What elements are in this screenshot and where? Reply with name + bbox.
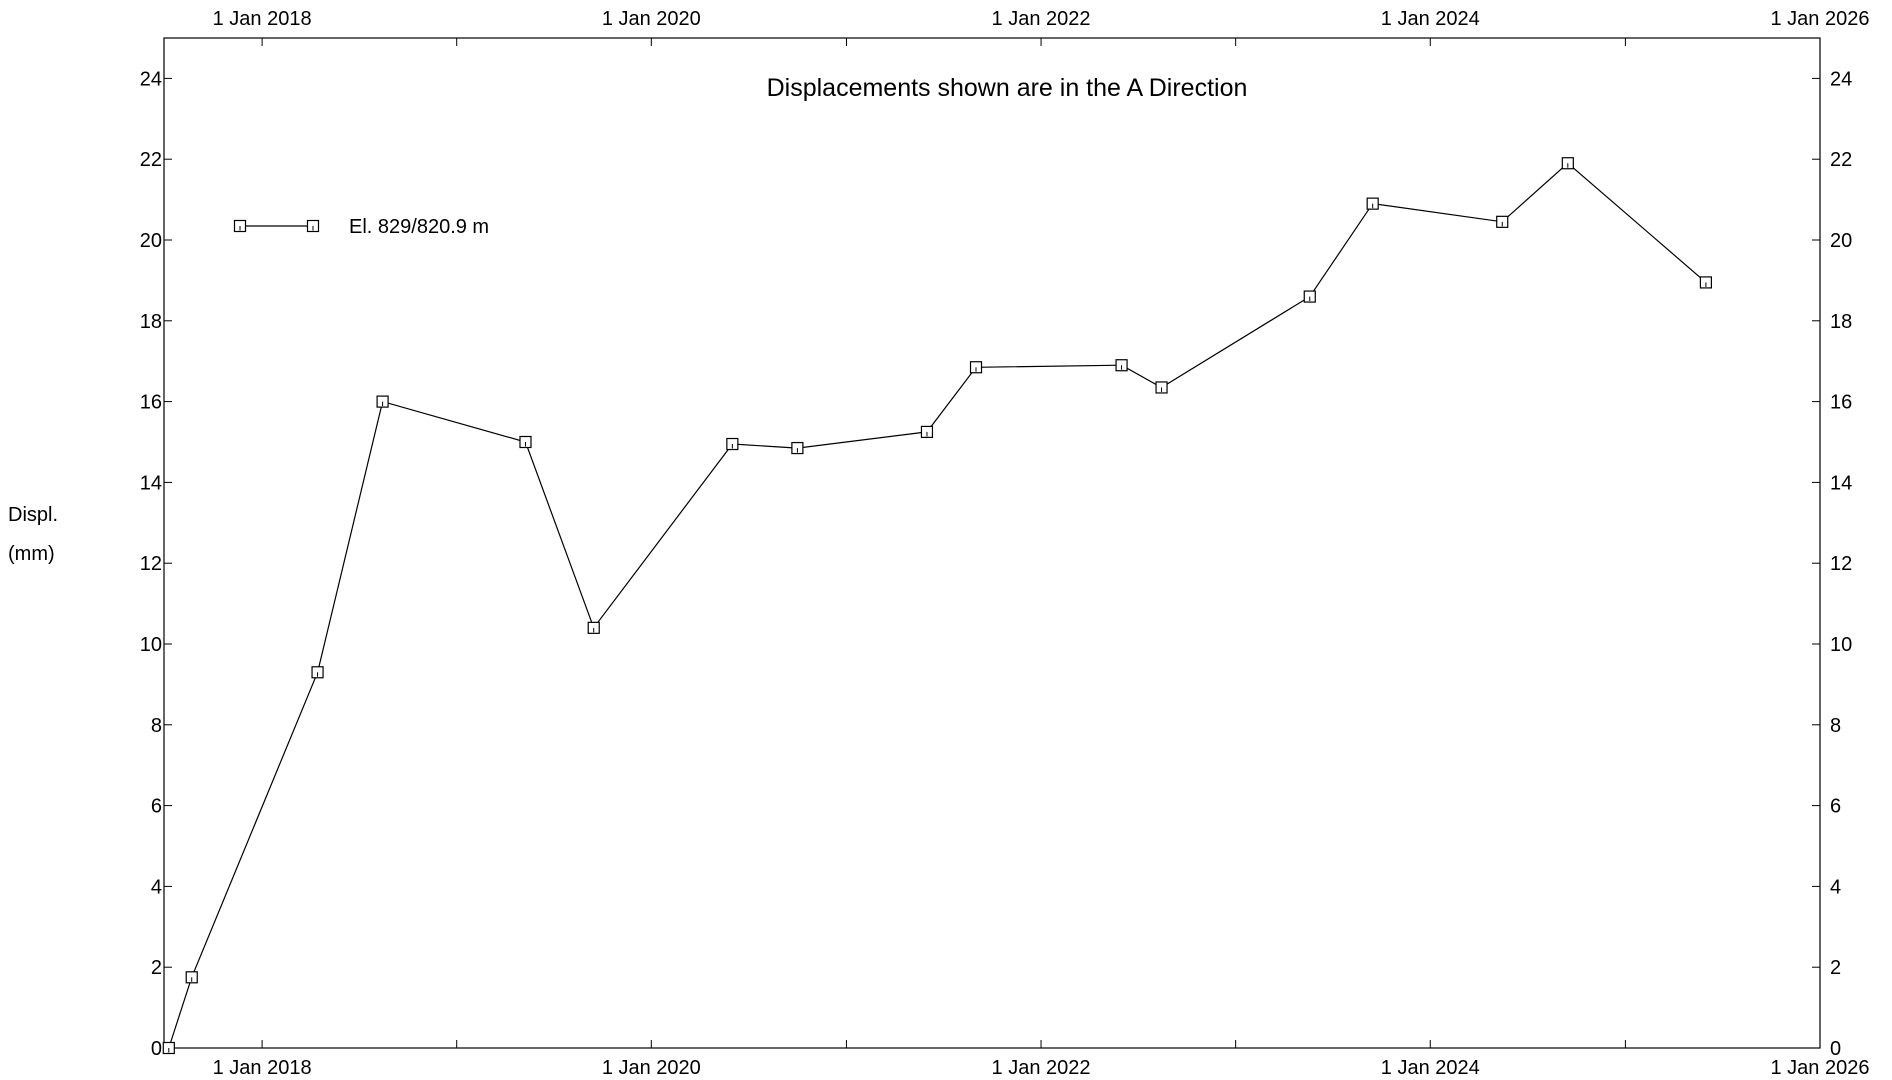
plot-frame	[163, 37, 1821, 1049]
chart-title: Displacements shown are in the A Directi…	[767, 74, 1248, 102]
data-point	[969, 361, 983, 374]
y-tick-label-left: 24	[140, 68, 162, 90]
y-tick-label-right: 0	[1830, 1038, 1841, 1060]
y-tick-label-right: 4	[1830, 876, 1841, 898]
y-tick-label-left: 2	[151, 957, 162, 979]
series-layer	[162, 157, 1713, 1055]
x-tick-label-bottom: 1 Jan 2022	[992, 1057, 1091, 1079]
data-point	[376, 395, 389, 408]
legend-marker	[306, 219, 320, 233]
data-point	[1496, 215, 1509, 228]
y-tick-label-left: 22	[140, 149, 162, 171]
data-point	[1366, 197, 1379, 210]
data-point	[519, 435, 532, 449]
data-point	[791, 441, 804, 455]
x-tick-label-top: 1 Jan 2022	[992, 8, 1091, 30]
data-point	[185, 971, 198, 984]
data-point	[1155, 381, 1168, 394]
legend-label: El. 829/820.9 m	[349, 216, 489, 238]
data-point	[1303, 290, 1316, 303]
legend-marker	[233, 219, 247, 233]
x-tick-label-top: 1 Jan 2020	[602, 8, 701, 30]
y-tick-label-left: 18	[140, 311, 162, 333]
data-point	[162, 1041, 175, 1055]
x-tick-label-bottom: 1 Jan 2018	[213, 1057, 312, 1079]
data-point	[311, 666, 324, 679]
x-tick-label-bottom: 1 Jan 2020	[602, 1057, 701, 1079]
y-tick-label-right: 12	[1830, 553, 1852, 575]
x-tick-label-bottom: 1 Jan 2026	[1771, 1057, 1870, 1079]
y-tick-label-left: 12	[140, 553, 162, 575]
y-tick-label-right: 24	[1830, 68, 1852, 90]
y-axis-label-line-2: (mm)	[8, 543, 55, 565]
y-tick-label-right: 2	[1830, 957, 1841, 979]
data-point	[920, 425, 934, 438]
y-tick-label-right: 18	[1830, 311, 1852, 333]
data-point	[587, 621, 600, 634]
x-tick-label-top: 1 Jan 2026	[1771, 8, 1870, 30]
y-axis-label-line-1: Displ.	[8, 504, 58, 526]
y-tick-label-left: 0	[151, 1038, 162, 1060]
data-point	[1115, 359, 1128, 372]
x-tick-label-top: 1 Jan 2024	[1381, 8, 1480, 30]
y-tick-label-left: 16	[140, 392, 162, 414]
data-point	[1699, 276, 1713, 289]
legend: El. 829/820.9 m	[233, 216, 489, 238]
y-tick-label-right: 14	[1830, 472, 1852, 494]
x-tick-label-top: 1 Jan 2018	[213, 8, 312, 30]
data-point	[1561, 157, 1574, 170]
x-tick-label-bottom: 1 Jan 2024	[1381, 1057, 1480, 1079]
y-tick-label-left: 10	[140, 634, 162, 656]
y-tick-label-right: 16	[1830, 392, 1852, 414]
y-tick-label-left: 6	[151, 796, 162, 818]
data-point	[726, 437, 739, 451]
y-tick-label-left: 8	[151, 715, 162, 737]
y-tick-label-left: 4	[151, 876, 162, 898]
y-tick-label-right: 8	[1830, 715, 1841, 737]
y-tick-label-left: 20	[140, 230, 162, 252]
y-tick-label-right: 10	[1830, 634, 1852, 656]
y-tick-label-right: 6	[1830, 796, 1841, 818]
y-tick-label-right: 22	[1830, 149, 1852, 171]
y-tick-label-left: 14	[140, 472, 162, 494]
y-tick-label-right: 20	[1830, 230, 1852, 252]
